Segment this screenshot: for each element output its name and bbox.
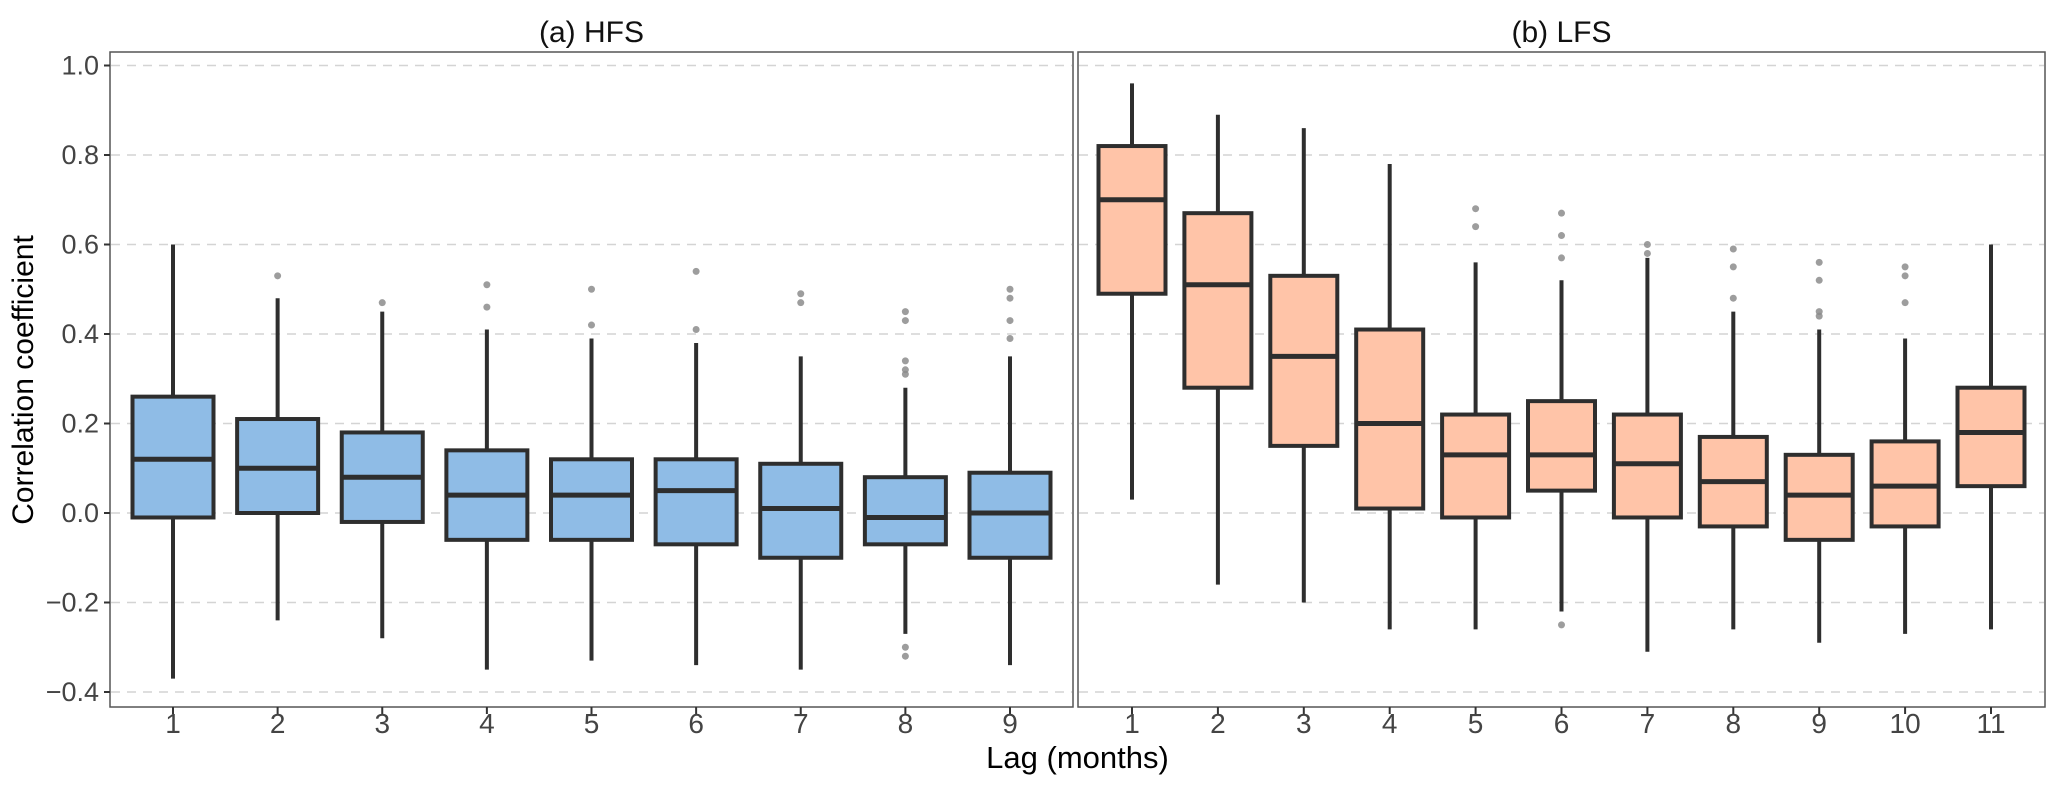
outlier-point xyxy=(1558,209,1565,217)
outlier-point xyxy=(901,652,909,660)
x-tick-label: 8 xyxy=(898,708,914,739)
y-tick-label: 0.0 xyxy=(61,498,99,528)
x-tick-label: 7 xyxy=(1640,708,1656,739)
outlier-point xyxy=(901,357,909,365)
x-tick-label: 10 xyxy=(1890,708,1921,739)
x-tick-label: 2 xyxy=(1210,708,1226,739)
outlier-point xyxy=(1729,245,1737,253)
box-lag-4 xyxy=(1354,327,1426,511)
x-tick-label: 9 xyxy=(1002,708,1018,739)
box-lag-6 xyxy=(653,457,739,547)
outlier-point xyxy=(483,303,491,311)
x-tick-label: 3 xyxy=(374,708,390,739)
outlier-point xyxy=(1006,317,1014,325)
box-lag-6 xyxy=(1526,399,1597,493)
outlier-point xyxy=(274,272,282,280)
outlier-point xyxy=(588,321,595,329)
outlier-point xyxy=(1815,312,1823,320)
y-tick-label: 1.0 xyxy=(61,51,99,81)
outlier-point xyxy=(1815,276,1823,284)
outlier-point xyxy=(1472,223,1480,231)
x-tick-label: 2 xyxy=(270,708,286,739)
box-lag-2 xyxy=(1182,211,1254,390)
y-tick-label: 0.8 xyxy=(61,140,99,170)
outlier-point xyxy=(797,299,805,307)
outlier-point xyxy=(378,299,386,307)
x-tick-label: 3 xyxy=(1296,708,1312,739)
box-lag-3 xyxy=(1268,273,1340,448)
outlier-point xyxy=(588,285,595,293)
outlier-point xyxy=(901,643,909,651)
panel-title-lfs: (b) LFS xyxy=(1511,16,1612,49)
y-tick-label: −0.4 xyxy=(46,677,99,707)
y-tick-label: 0.6 xyxy=(61,230,99,260)
outlier-point xyxy=(1901,272,1909,280)
x-tick-label: 4 xyxy=(479,708,495,739)
x-tick-label: 1 xyxy=(1124,708,1140,739)
outlier-point xyxy=(901,308,909,316)
outlier-point xyxy=(1901,299,1909,307)
x-tick-label: 5 xyxy=(584,708,600,739)
box-lag-1 xyxy=(1096,144,1168,296)
y-tick-label: 0.4 xyxy=(61,319,99,349)
y-axis-title: Correlation coefficient xyxy=(7,235,40,525)
outlier-point xyxy=(692,326,700,334)
outlier-point xyxy=(1643,241,1651,248)
outlier-point xyxy=(1006,285,1014,293)
outlier-point xyxy=(692,267,700,275)
outlier-point xyxy=(901,317,909,325)
panel-title-hfs: (a) HFS xyxy=(539,16,644,49)
x-tick-label: 1 xyxy=(165,708,181,739)
x-tick-label: 11 xyxy=(1976,708,2005,739)
box-lag-11 xyxy=(1955,385,2027,489)
box-lag-5 xyxy=(1440,412,1512,520)
box-lag-8 xyxy=(862,475,948,547)
x-tick-label: 6 xyxy=(1554,708,1570,739)
outlier-point xyxy=(1729,263,1737,271)
outlier-point xyxy=(1558,232,1565,240)
outlier-point xyxy=(1006,334,1014,342)
x-tick-label: 4 xyxy=(1382,708,1398,739)
y-tick-label: 0.2 xyxy=(61,409,99,439)
outlier-point xyxy=(1558,254,1565,262)
x-tick-label: 9 xyxy=(1811,708,1827,739)
outlier-point xyxy=(483,281,491,289)
x-tick-label: 6 xyxy=(688,708,704,739)
x-tick-label: 8 xyxy=(1726,708,1742,739)
outlier-point xyxy=(1006,294,1014,302)
x-axis-title: Lag (months) xyxy=(986,740,1169,775)
y-tick-label: −0.2 xyxy=(46,588,99,618)
outlier-point xyxy=(797,290,805,298)
x-tick-label: 5 xyxy=(1468,708,1484,739)
outlier-point xyxy=(1558,621,1565,629)
outlier-point xyxy=(1815,258,1823,266)
outlier-point xyxy=(1643,249,1651,257)
box-lag-5 xyxy=(549,457,634,542)
x-tick-label: 7 xyxy=(793,708,809,739)
outlier-point xyxy=(1729,294,1737,302)
outlier-point xyxy=(901,370,909,378)
outlier-point xyxy=(1901,263,1909,271)
outlier-point xyxy=(1472,205,1480,213)
